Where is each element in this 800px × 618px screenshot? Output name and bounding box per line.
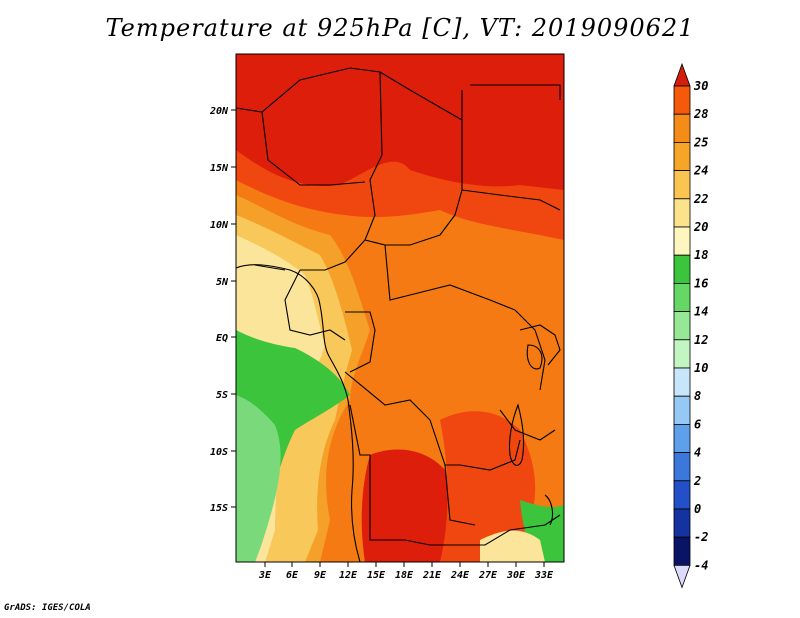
lon-label: 30E [506,570,526,581]
colorbar-segment [673,141,691,171]
colorbar-segment [673,85,691,115]
lat-label: 20N [209,106,229,117]
colorbar-label: 28 [693,107,708,121]
colorbar-segment [673,198,691,228]
colorbar-segment [673,480,691,510]
colorbar-label: -4 [694,558,708,572]
lon-label: 3E [258,570,272,581]
colorbar-label: 25 [693,135,708,149]
field-south-hot [361,449,451,562]
lat-label: 10S [210,447,228,458]
plot-frame [235,53,565,563]
colorbar-label: 12 [694,333,708,347]
colorbar-label: 6 [694,417,701,431]
colorbar-label: 30 [693,79,708,93]
colorbar-label: 10 [694,361,708,375]
colorbar-label: 8 [694,389,701,403]
lat-label: 5N [216,277,229,288]
lat-label: 10N [210,220,229,231]
colorbar-label: 16 [694,276,708,290]
colorbar-segment [673,170,691,200]
field-lgreen [236,395,281,562]
grads-credit: GrADS: IGES/COLA [4,603,91,613]
colorbar-label: 22 [693,192,708,206]
colorbar-label: 20 [693,220,708,234]
lat-label: 15S [210,503,228,514]
colorbar-segment [673,254,691,284]
lon-label: 24E [450,570,470,581]
field-southeast-warm [440,411,536,562]
colorbar-segment [673,536,691,566]
colorbar-label: -2 [694,530,708,544]
colorbar-segment [673,367,691,397]
colorbar-segment [673,423,691,453]
lon-label: 33E [534,570,554,581]
colorbar-segment [673,113,691,143]
colorbar-segment [673,226,691,256]
colorbar-segment [673,339,691,369]
lon-label: 27E [478,570,498,581]
colorbar-segment [673,508,691,538]
colorbar-top-arrow [673,62,691,87]
colorbar-label: 4 [694,446,701,460]
colorbar-label: 18 [694,248,708,262]
chart-title: Temperature at 925hPa [C], VT: 201909062… [105,14,695,42]
lon-label: 6E [286,570,299,581]
temperature-field [236,54,564,562]
colorbar-segment [673,282,691,312]
country-borders [236,67,561,546]
lat-label: 15N [210,163,229,174]
field-interior-orange [386,285,521,426]
colorbar-label: 0 [694,502,701,516]
lon-label: 15E [367,570,386,581]
lon-label: 21E [422,570,442,581]
lon-label: 12E [339,570,358,581]
colorbar-segment [673,395,691,425]
lon-label: 9E [314,570,327,581]
lat-label: 5S [216,390,228,401]
lon-label: 18E [395,570,414,581]
colorbar-label: 24 [693,164,708,178]
colorbar-segment [673,311,691,341]
lon-axis: 3E 6E 9E 12E 15E 18E 21E 24E 27E 30E 33E [258,562,554,581]
coastline [236,264,554,562]
colorbar-label: 14 [694,305,708,319]
lat-axis: 20N 15N 10N 5N EQ 5S 10S 15S [209,106,236,514]
colorbar-segment [673,452,691,482]
colorbar-label: 2 [693,474,701,488]
colorbar-bottom-arrow [673,565,691,589]
lat-label: EQ [216,333,228,344]
